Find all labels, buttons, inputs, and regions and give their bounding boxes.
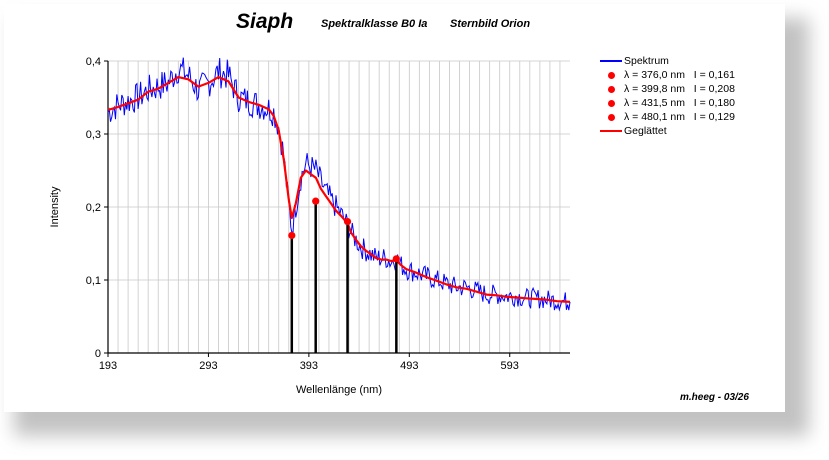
legend-dot-symbol: [598, 85, 624, 93]
marker-point: [288, 231, 296, 240]
legend-dot-symbol: [598, 71, 624, 79]
x-tick-label: 393: [300, 360, 318, 372]
x-tick-label: 593: [501, 360, 519, 372]
marker-point: [343, 218, 352, 226]
x-tick-label: 293: [199, 360, 217, 372]
y-tick-label: 0,3: [86, 129, 101, 141]
author-credit: m.heeg - 03/26: [680, 392, 749, 403]
legend-line-symbol: [598, 60, 624, 62]
marker-point: [312, 197, 320, 205]
legend-item: Spektrum: [598, 54, 735, 68]
chart-legend: Spektrum λ = 376,0 nm I = 0,161 λ = 399,8 …: [598, 54, 735, 138]
legend-label: Geglättet: [624, 125, 667, 137]
y-tick-label: 0,4: [86, 56, 101, 68]
series-line-spektrum: [107, 57, 571, 312]
legend-item: λ = 376,0 nm I = 0,161: [598, 68, 735, 82]
legend-line-symbol: [598, 130, 624, 132]
legend-item: λ = 480,1 nm I = 0,129: [598, 110, 735, 124]
y-tick-label: 0,1: [86, 275, 101, 287]
legend-label: λ = 399,8 nm I = 0,208: [624, 83, 735, 95]
chart-subtitle-constellation: Sternbild Orion: [450, 18, 531, 30]
y-axis-label: Intensity: [49, 186, 61, 227]
legend-label: λ = 376,0 nm I = 0,161: [624, 69, 735, 81]
legend-dot-symbol: [598, 113, 624, 121]
series-line-geglaettet: [107, 75, 571, 303]
legend-label: Spektrum: [624, 55, 669, 67]
legend-item: Geglättet: [598, 124, 735, 138]
chart-subtitle-class: Spektralklasse B0 Ia: [321, 18, 428, 30]
x-tick-label: 193: [99, 360, 117, 372]
legend-dot-symbol: [598, 99, 624, 107]
y-tick-label: 0: [95, 348, 101, 360]
y-tick-label: 0,2: [86, 202, 101, 214]
legend-item: λ = 399,8 nm I = 0,208: [598, 82, 735, 96]
marker-point: [392, 255, 400, 263]
x-axis-label: Wellenlänge (nm): [296, 384, 382, 396]
x-tick-label: 493: [400, 360, 418, 372]
chart-title: Siaph: [236, 10, 294, 33]
legend-item: λ = 431,5 nm I = 0,180: [598, 96, 735, 110]
legend-label: λ = 431,5 nm I = 0,180: [624, 97, 735, 109]
legend-label: λ = 480,1 nm I = 0,129: [624, 111, 735, 123]
